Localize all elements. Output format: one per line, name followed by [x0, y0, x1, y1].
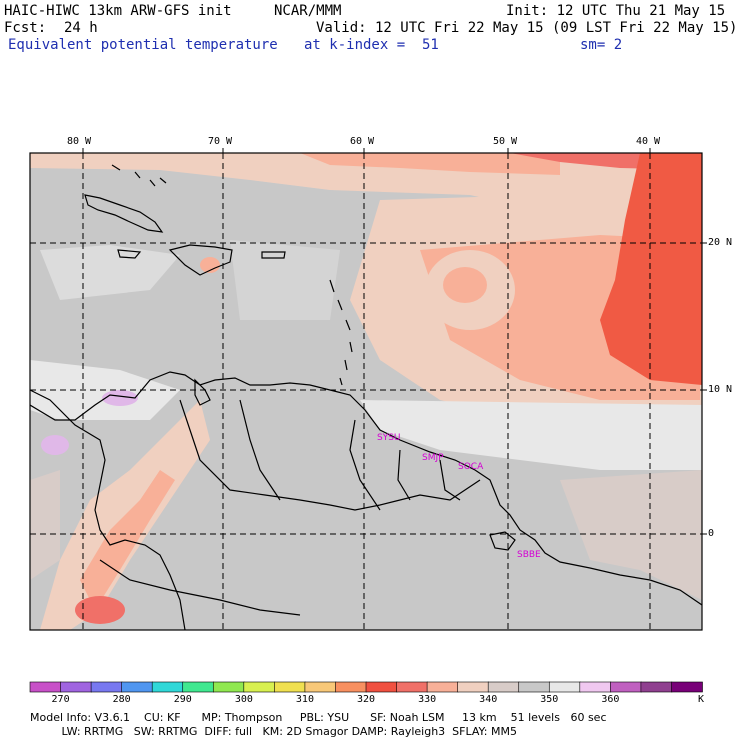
colorbar-swatch	[426, 681, 459, 693]
lon-label: 80 W	[67, 136, 92, 147]
colorbar-swatch	[121, 681, 153, 693]
smoothing: sm= 2	[580, 37, 623, 53]
lon-label: 60 W	[350, 136, 375, 147]
colorbar-tick-label: 300	[234, 694, 253, 705]
valid-time: Valid: 12 UTC Fri 22 May 15 (09 LST Fri …	[316, 20, 738, 36]
colorbar-swatch	[365, 681, 398, 693]
lon-label: 50 W	[493, 136, 518, 147]
colorbar-swatch	[487, 681, 520, 693]
station-label: SYSU	[377, 433, 401, 443]
station-label: SMJP	[422, 453, 444, 463]
model-info-line1: Model Info: V3.6.1 CU: KF MP: Thompson P…	[30, 711, 607, 724]
lon-label: 70 W	[208, 136, 233, 147]
colorbar-tick-label: 350	[540, 694, 559, 705]
colorbar-swatch	[457, 681, 489, 693]
colorbar-tick-label: 310	[295, 694, 314, 705]
k-index: at k-index = 51	[304, 37, 439, 53]
lat-label: 0	[708, 528, 715, 539]
colorbar-swatch	[182, 681, 215, 693]
init-time: Init: 12 UTC Thu 21 May 15	[506, 3, 726, 19]
colorbar-tick-label: 320	[357, 694, 376, 705]
model-info-line2: LW: RRTMG SW: RRTMG DIFF: full KM: 2D Sm…	[30, 725, 517, 738]
forecast-hour: 24 h	[64, 20, 98, 36]
colorbar-swatch	[274, 681, 306, 693]
forecast-label: Fcst:	[4, 20, 47, 36]
organization: NCAR/MMM	[274, 3, 342, 19]
theta-e-field	[30, 153, 702, 630]
colorbar-swatch	[671, 681, 703, 693]
colorbar-swatch	[640, 681, 673, 693]
colorbar-swatch	[243, 681, 276, 693]
colorbar-tick-label: 340	[479, 694, 498, 705]
colorbar-swatch	[548, 681, 581, 693]
colorbar-swatch	[396, 681, 428, 693]
colorbar-tick-label: 270	[51, 694, 70, 705]
colorbar	[29, 681, 703, 693]
colorbar-swatch	[90, 681, 123, 693]
colorbar-swatch	[212, 681, 245, 693]
colorbar-tick-label: 330	[418, 694, 437, 705]
colorbar-unit: K	[698, 694, 705, 705]
colorbar-swatch	[29, 681, 62, 693]
axis-ticks	[82, 148, 707, 535]
station-label: SBBE	[517, 550, 541, 560]
lat-label: 10 N	[708, 384, 733, 395]
lat-label: 20 N	[708, 237, 733, 248]
colorbar-swatch	[579, 681, 612, 693]
colorbar-tick-label: 360	[601, 694, 620, 705]
map-frame	[29, 152, 703, 631]
colorbar-swatch	[518, 681, 551, 693]
field-name: Equivalent potential temperature	[8, 37, 278, 53]
colorbar-tick-label: 290	[173, 694, 192, 705]
colorbar-swatch	[610, 681, 642, 693]
lon-label: 40 W	[636, 136, 661, 147]
colorbar-swatch	[60, 681, 92, 693]
coastlines	[30, 164, 702, 630]
station-label: SOCA	[458, 462, 484, 472]
colorbar-swatch	[151, 681, 184, 693]
colorbar-swatch	[335, 681, 367, 693]
model-title: HAIC-HIWC 13km ARW-GFS init	[4, 3, 232, 19]
graticule	[30, 153, 702, 630]
colorbar-swatch	[304, 681, 337, 693]
colorbar-tick-label: 280	[112, 694, 131, 705]
